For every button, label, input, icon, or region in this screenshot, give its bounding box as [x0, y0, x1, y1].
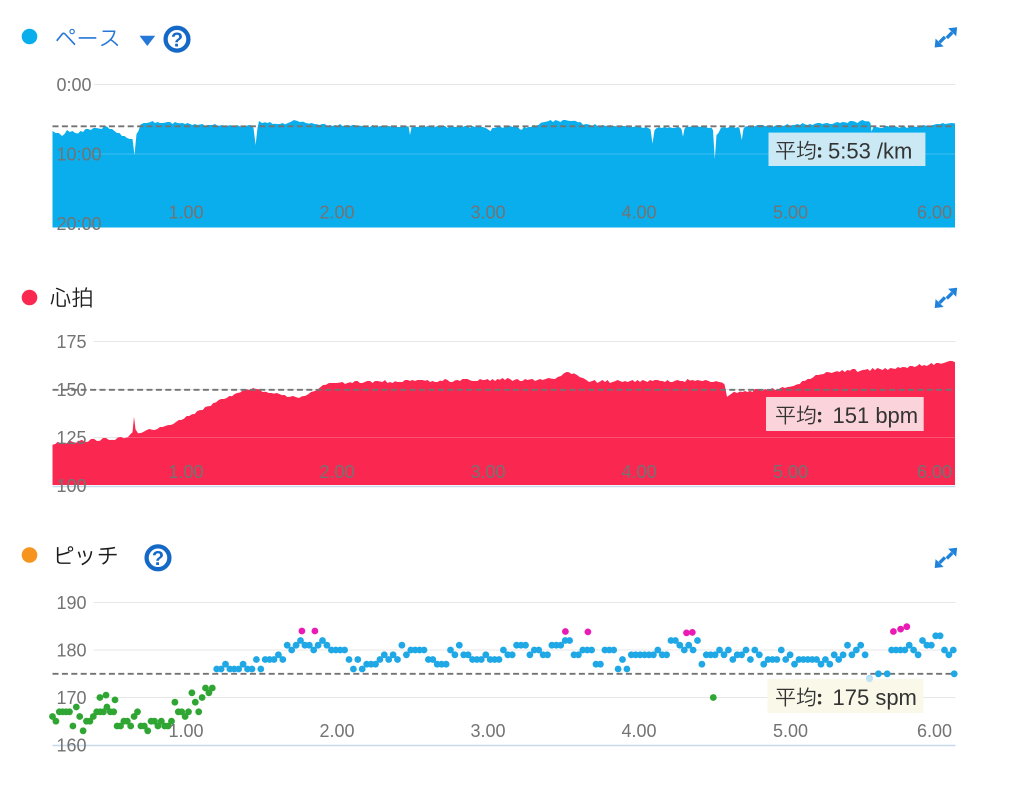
svg-text:1.00: 1.00 — [168, 462, 203, 482]
svg-text:10:00: 10:00 — [57, 144, 102, 164]
svg-text:125: 125 — [57, 428, 87, 448]
svg-text:4.00: 4.00 — [621, 202, 656, 222]
svg-text:0:00: 0:00 — [57, 75, 92, 95]
svg-text:1.00: 1.00 — [168, 721, 203, 741]
svg-text:100: 100 — [57, 476, 87, 496]
svg-text:5.00: 5.00 — [773, 721, 808, 741]
svg-text:2.00: 2.00 — [319, 202, 354, 222]
svg-text:4.00: 4.00 — [621, 462, 656, 482]
svg-text:6.00: 6.00 — [917, 202, 952, 222]
svg-text:180: 180 — [57, 640, 87, 660]
svg-text:3.00: 3.00 — [470, 202, 505, 222]
svg-text:5.00: 5.00 — [773, 462, 808, 482]
svg-text:?: ? — [152, 548, 164, 570]
svg-text:170: 170 — [57, 688, 87, 708]
svg-text:160: 160 — [57, 735, 87, 755]
svg-text:2.00: 2.00 — [319, 721, 354, 741]
svg-text:175 spm: 175 spm — [833, 685, 917, 710]
svg-text:150: 150 — [57, 380, 87, 400]
svg-text:5:53 /km: 5:53 /km — [828, 138, 912, 163]
svg-text:3.00: 3.00 — [470, 721, 505, 741]
svg-text:1.00: 1.00 — [168, 202, 203, 222]
svg-text:151 bpm: 151 bpm — [833, 403, 919, 428]
svg-text:2.00: 2.00 — [319, 462, 354, 482]
svg-text:175: 175 — [57, 332, 87, 352]
svg-text:4.00: 4.00 — [621, 721, 656, 741]
svg-text:20:00: 20:00 — [57, 214, 102, 234]
svg-text:6.00: 6.00 — [917, 462, 952, 482]
svg-text:6.00: 6.00 — [917, 721, 952, 741]
svg-text:3.00: 3.00 — [470, 462, 505, 482]
svg-text:190: 190 — [57, 593, 87, 613]
svg-text:?: ? — [171, 29, 183, 51]
svg-text:5.00: 5.00 — [773, 202, 808, 222]
